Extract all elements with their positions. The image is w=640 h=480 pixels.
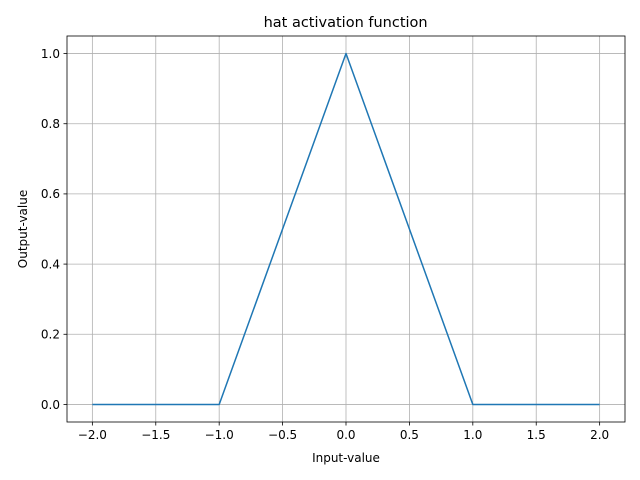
x-tick-label: −1.5 xyxy=(141,428,170,442)
x-axis: −2.0 −1.5 −1.0 −0.5 0.0 0.5 1.0 1.5 2.0 xyxy=(78,422,609,442)
grid-lines xyxy=(67,36,625,422)
y-tick-label: 0.8 xyxy=(41,117,60,131)
y-tick-label: 0.0 xyxy=(41,398,60,412)
y-tick-label: 0.4 xyxy=(41,257,60,271)
x-tick-label: 1.0 xyxy=(463,428,482,442)
chart-title: hat activation function xyxy=(264,15,428,31)
x-tick-label: 0.0 xyxy=(336,428,355,442)
x-tick-label: −1.0 xyxy=(205,428,234,442)
x-tick-label: 1.5 xyxy=(527,428,546,442)
x-tick-label: −2.0 xyxy=(78,428,107,442)
y-axis-label: Output-value xyxy=(16,190,30,268)
series-group xyxy=(92,52,600,406)
x-tick-label: 2.0 xyxy=(590,428,609,442)
y-tick-label: 0.6 xyxy=(41,187,60,201)
x-tick-label: 0.5 xyxy=(400,428,419,442)
y-tick-label: 0.2 xyxy=(41,328,60,342)
x-axis-label: Input-value xyxy=(312,451,380,465)
y-axis: 0.0 0.2 0.4 0.6 0.8 1.0 xyxy=(41,47,67,412)
x-tick-label: −0.5 xyxy=(268,428,297,442)
series-line xyxy=(92,52,600,406)
y-tick-label: 1.0 xyxy=(41,47,60,61)
